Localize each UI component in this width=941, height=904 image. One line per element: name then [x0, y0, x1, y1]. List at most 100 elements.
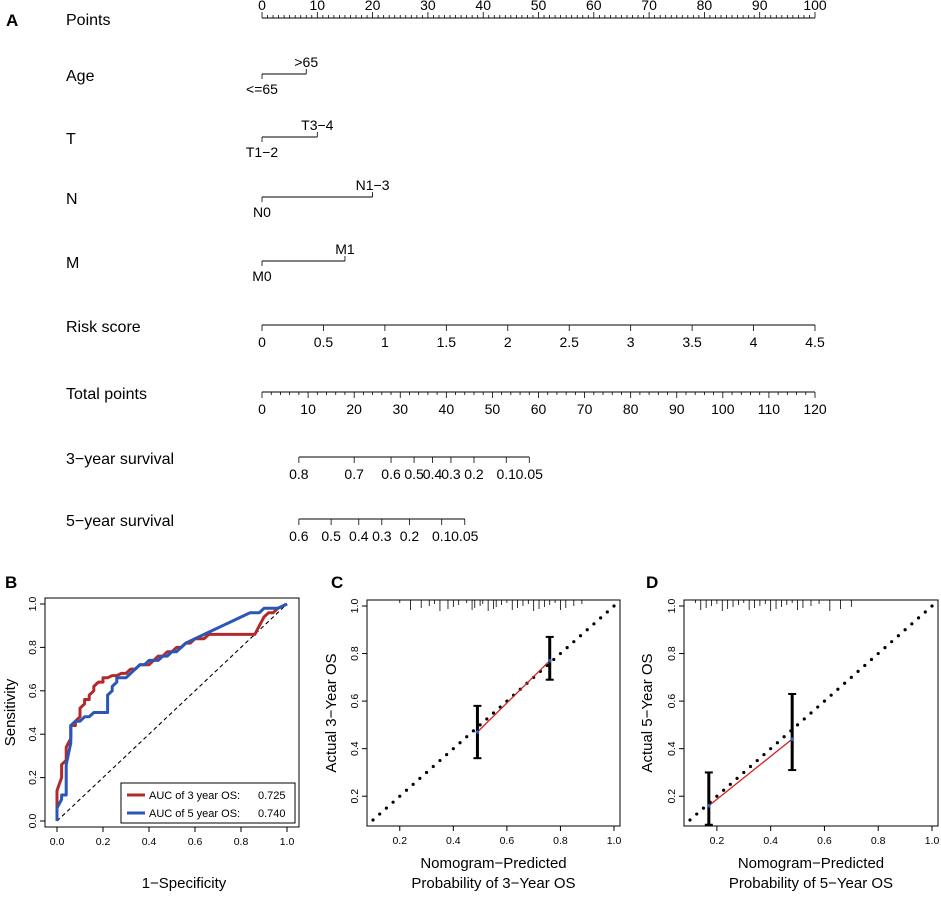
calibration-x-tick-label: 0.6 [500, 835, 515, 847]
ideal-dot [930, 604, 934, 608]
ideal-dot [816, 705, 820, 709]
calibration-y-tick-label: 0.8 [666, 646, 678, 661]
nomogram-row-label: Risk score [66, 319, 141, 336]
calibration-fit-line [476, 660, 551, 733]
categorical-level-label: M1 [335, 241, 355, 257]
ideal-dot [371, 818, 375, 822]
roc-x-tick-label: 0.4 [142, 836, 157, 848]
risk-tick-label: 4 [750, 334, 758, 350]
points-tick-label: 40 [475, 0, 491, 13]
legend-entry-label: AUC of 5 year OS: [149, 808, 240, 820]
total-points-tick-label: 70 [577, 401, 593, 417]
calibration-y-tick-label: 1.0 [349, 599, 361, 614]
ideal-dot [558, 651, 563, 656]
points-tick-label: 30 [420, 0, 436, 13]
total-points-tick-label: 110 [758, 401, 781, 417]
roc-y-tick-label: 0.8 [27, 640, 39, 655]
ideal-dot [923, 610, 927, 614]
survival-tick-label: 0.3 [441, 466, 461, 482]
calibration-x-axis-label: Nomogram−Predicted [738, 855, 884, 872]
nomogram-row-label: N [66, 191, 78, 208]
ideal-dot [599, 616, 603, 620]
ideal-dot [592, 622, 596, 626]
roc-x-tick-label: 0.0 [50, 836, 65, 848]
ideal-dot [755, 758, 759, 763]
total-points-tick-label: 20 [346, 401, 362, 417]
ideal-dot [849, 675, 853, 679]
panel-label-b: B [5, 573, 17, 592]
ideal-dot [863, 663, 867, 668]
calibration-y-tick-label: 1.0 [666, 599, 678, 614]
ideal-dot [782, 735, 786, 739]
total-points-tick-label: 100 [711, 401, 735, 417]
risk-tick-label: 2 [504, 334, 512, 350]
ideal-dot [605, 610, 609, 614]
nomogram-row-label: 3−year survival [66, 451, 174, 468]
roc-diagonal-reference [56, 603, 288, 822]
calibration-y-tick-label: 0.6 [349, 694, 361, 709]
calibration-panel-5yr: 0.2 0.4 0.6 0.8 1.0 0.2 0.4 0.6 0.8 1.0 Actual 5−Y… [639, 599, 939, 892]
survival-tick-label: 0.5 [321, 528, 341, 544]
calibration-x-tick-label: 1.0 [925, 835, 940, 847]
total-points-tick-label: 60 [531, 401, 547, 417]
ideal-dot [458, 741, 462, 745]
roc-y-tick-label: 0.2 [27, 770, 39, 785]
points-tick-label: 20 [365, 0, 381, 13]
ideal-dot [451, 747, 455, 751]
ideal-dot [688, 818, 692, 822]
points-tick-label: 70 [641, 0, 657, 13]
total-points-tick-label: 80 [623, 401, 639, 417]
total-points-tick-label: 0 [258, 401, 266, 417]
panel-label-d: D [646, 573, 658, 592]
ideal-dot [384, 806, 388, 810]
ideal-dot [769, 747, 773, 751]
ideal-dot [478, 723, 482, 727]
ideal-dot [418, 776, 422, 780]
ideal-dot [411, 782, 415, 786]
calibration-x-tick-label: 0.6 [817, 835, 832, 847]
calibration-y-axis-label: Actual 3−Year OS [323, 653, 340, 772]
ideal-dot [445, 753, 449, 757]
ideal-dot [498, 705, 502, 709]
ideal-dot [728, 782, 732, 786]
risk-tick-label: 0.5 [314, 334, 334, 350]
total-points-tick-label: 30 [392, 401, 408, 417]
survival-tick-label: 0.1 [432, 528, 452, 544]
ideal-dot [795, 723, 800, 727]
roc-x-tick-label: 0.2 [96, 836, 111, 848]
roc-y-tick-label: 1.0 [27, 597, 39, 612]
calibration-point [707, 803, 711, 808]
categorical-level-label: M0 [252, 268, 272, 284]
ideal-dot [722, 788, 726, 792]
total-points-tick-label: 10 [300, 401, 316, 417]
calibration-y-tick-label: 0.4 [349, 741, 361, 756]
points-tick-label: 80 [697, 0, 713, 13]
ideal-dot [876, 651, 880, 656]
risk-tick-label: 3 [627, 334, 635, 350]
ideal-dot [471, 729, 476, 733]
points-tick-label: 60 [586, 0, 602, 13]
calibration-y-tick-label: 0.2 [666, 789, 678, 804]
ideal-dot [742, 770, 746, 775]
survival-tick-label: 0.4 [349, 528, 369, 544]
ideal-dot [552, 657, 556, 662]
risk-tick-label: 0 [258, 334, 266, 350]
calibration-x-tick-label: 0.4 [763, 835, 778, 847]
roc-x-tick-label: 0.8 [234, 836, 249, 848]
ideal-dot [695, 812, 699, 816]
calibration-panel-3yr: 0.2 0.4 0.6 0.8 1.0 0.2 0.4 0.6 0.8 1.0 Actual 3−Y… [323, 599, 621, 892]
legend-entry-auc: 0.725 [258, 790, 286, 802]
risk-tick-label: 4.5 [805, 334, 825, 350]
roc-x-tick-label: 1.0 [280, 836, 295, 848]
roc-x-axis-label: 1−Specificity [142, 875, 227, 892]
calibration-y-tick-label: 0.6 [666, 694, 678, 709]
total-points-tick-label: 90 [669, 401, 685, 417]
survival-tick-label: 0.8 [289, 466, 309, 482]
calibration-point [475, 730, 480, 734]
total-points-tick-label: 40 [439, 401, 455, 417]
survival-tick-label: 0.5 [404, 466, 424, 482]
ideal-dot [775, 741, 779, 745]
points-tick-label: 10 [310, 0, 326, 13]
